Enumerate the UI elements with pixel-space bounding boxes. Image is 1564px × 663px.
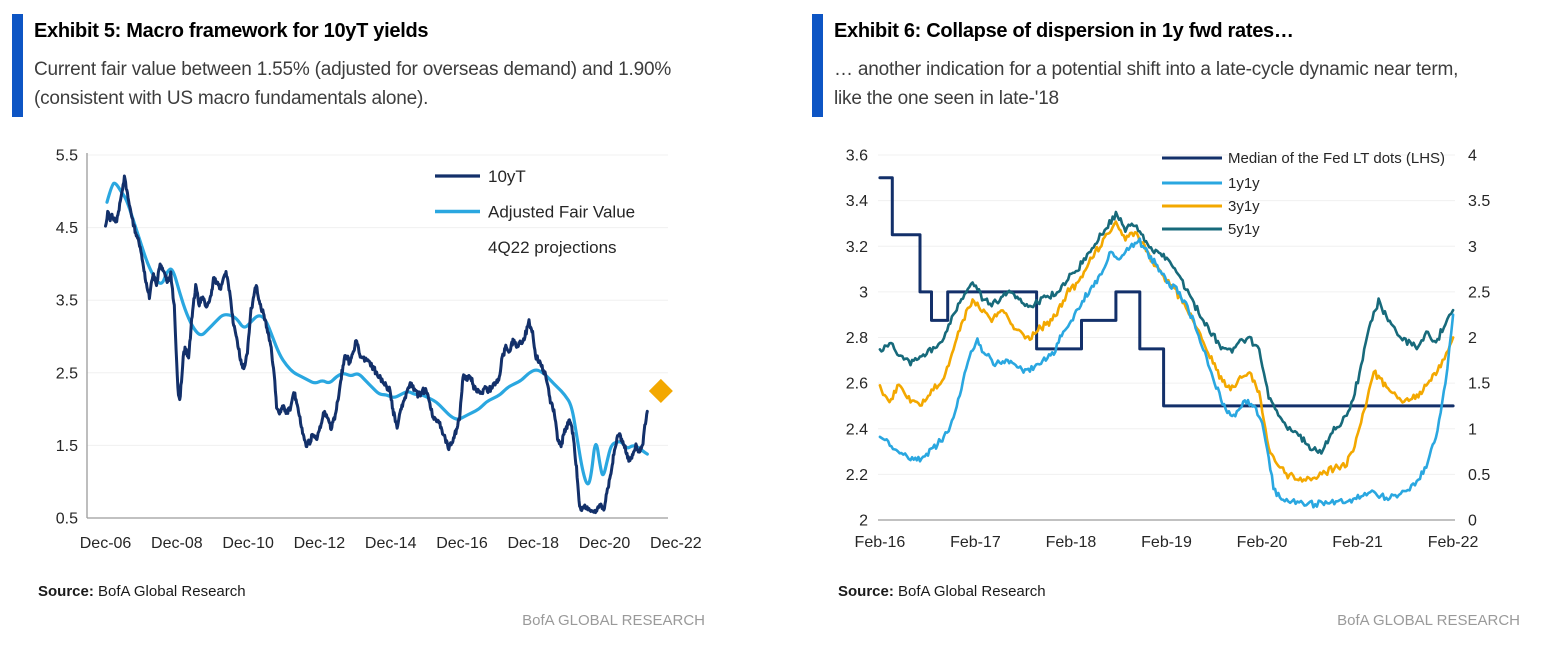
series-adjusted-fair-value: [105, 181, 649, 486]
svg-text:Dec-12: Dec-12: [294, 535, 346, 552]
svg-text:3.5: 3.5: [1468, 193, 1490, 210]
svg-text:0.5: 0.5: [56, 511, 78, 528]
svg-text:2: 2: [1468, 330, 1477, 347]
svg-text:Feb-19: Feb-19: [1141, 534, 1192, 551]
svg-text:1.5: 1.5: [1468, 376, 1490, 393]
svg-text:2.2: 2.2: [846, 467, 868, 484]
svg-text:0.5: 0.5: [1468, 467, 1490, 484]
svg-text:Dec-10: Dec-10: [222, 535, 274, 552]
source-label: Source:: [38, 583, 94, 600]
svg-text:Dec-06: Dec-06: [80, 535, 132, 552]
svg-text:1.5: 1.5: [56, 438, 78, 455]
svg-text:Feb-21: Feb-21: [1332, 534, 1383, 551]
svg-text:Feb-17: Feb-17: [950, 534, 1001, 551]
svg-text:5.5: 5.5: [56, 148, 78, 165]
series-1y1y: [878, 237, 1455, 509]
svg-text:3.5: 3.5: [56, 293, 78, 310]
svg-text:Feb-20: Feb-20: [1237, 534, 1288, 551]
exhibit-5-footer-brand: BofA GLOBAL RESEARCH: [522, 612, 705, 629]
svg-text:Median of the Fed LT dots (LHS: Median of the Fed LT dots (LHS): [1228, 150, 1445, 167]
svg-text:3y1y: 3y1y: [1228, 198, 1260, 215]
svg-text:2.5: 2.5: [1468, 284, 1490, 301]
series-5y1y: [878, 210, 1455, 455]
exhibit-6-title: Exhibit 6: Collapse of dispersion in 1y …: [834, 20, 1294, 42]
svg-text:4.5: 4.5: [56, 220, 78, 237]
exhibit-5-accent-bar: [12, 14, 23, 117]
svg-text:Feb-18: Feb-18: [1046, 534, 1097, 551]
svg-text:5y1y: 5y1y: [1228, 221, 1260, 238]
svg-text:Adjusted Fair Value: Adjusted Fair Value: [488, 203, 635, 222]
svg-text:Dec-20: Dec-20: [579, 535, 631, 552]
svg-text:3.2: 3.2: [846, 239, 868, 256]
svg-text:2: 2: [859, 513, 868, 530]
svg-text:2.6: 2.6: [846, 376, 868, 393]
series-10yt: [104, 174, 649, 515]
svg-text:3: 3: [1468, 239, 1477, 256]
svg-text:2.4: 2.4: [846, 421, 868, 438]
exhibit-5-title: Exhibit 5: Macro framework for 10yT yiel…: [34, 20, 429, 42]
exhibit-6-source: Source: BofA Global Research: [838, 583, 1046, 600]
svg-text:Dec-14: Dec-14: [365, 535, 417, 552]
projection-diamond-marker: [648, 378, 673, 403]
exhibit-5-source: Source: BofA Global Research: [38, 583, 246, 600]
svg-text:2.8: 2.8: [846, 330, 868, 347]
svg-text:Dec-18: Dec-18: [507, 535, 559, 552]
svg-text:Dec-22: Dec-22: [650, 535, 702, 552]
exhibit-6-accent-bar: [812, 14, 823, 117]
forward-rates-chart: 3.6 3.4 3.2 3 2.8 2.6 2.4 2.2 2 4 3.5 3 2.5 2 1.5 1 0.5 0…: [846, 148, 1491, 552]
svg-text:Dec-16: Dec-16: [436, 535, 488, 552]
source-label: Source:: [838, 583, 894, 600]
exhibit-5-subtitle: Current fair value between 1.55% (adjust…: [34, 59, 672, 109]
svg-text:4Q22 projections: 4Q22 projections: [488, 238, 617, 257]
svg-text:4: 4: [1468, 148, 1477, 165]
exhibit-6-subtitle: … another indication for a potential shi…: [834, 59, 1459, 109]
svg-text:Dec-08: Dec-08: [151, 535, 203, 552]
svg-text:3.6: 3.6: [846, 148, 868, 165]
svg-text:0: 0: [1468, 513, 1477, 530]
svg-text:2.5: 2.5: [56, 365, 78, 382]
series-median-of-the-fed-lt-dots-lhs-: [878, 176, 1455, 408]
svg-text:3.4: 3.4: [846, 193, 868, 210]
series-3y1y: [878, 220, 1455, 483]
exhibit-5-panel: Exhibit 5: Macro framework for 10yT yiel…: [0, 0, 710, 663]
svg-text:1: 1: [1468, 421, 1477, 438]
svg-text:Feb-22: Feb-22: [1428, 534, 1479, 551]
source-text: BofA Global Research: [898, 583, 1046, 600]
exhibit-6-panel: Exhibit 6: Collapse of dispersion in 1y …: [790, 0, 1530, 663]
svg-text:3: 3: [859, 284, 868, 301]
svg-text:Feb-16: Feb-16: [855, 534, 906, 551]
source-text: BofA Global Research: [98, 583, 246, 600]
svg-text:1y1y: 1y1y: [1228, 175, 1260, 192]
exhibit-6-footer-brand: BofA GLOBAL RESEARCH: [1337, 612, 1520, 629]
svg-text:10yT: 10yT: [488, 167, 526, 186]
